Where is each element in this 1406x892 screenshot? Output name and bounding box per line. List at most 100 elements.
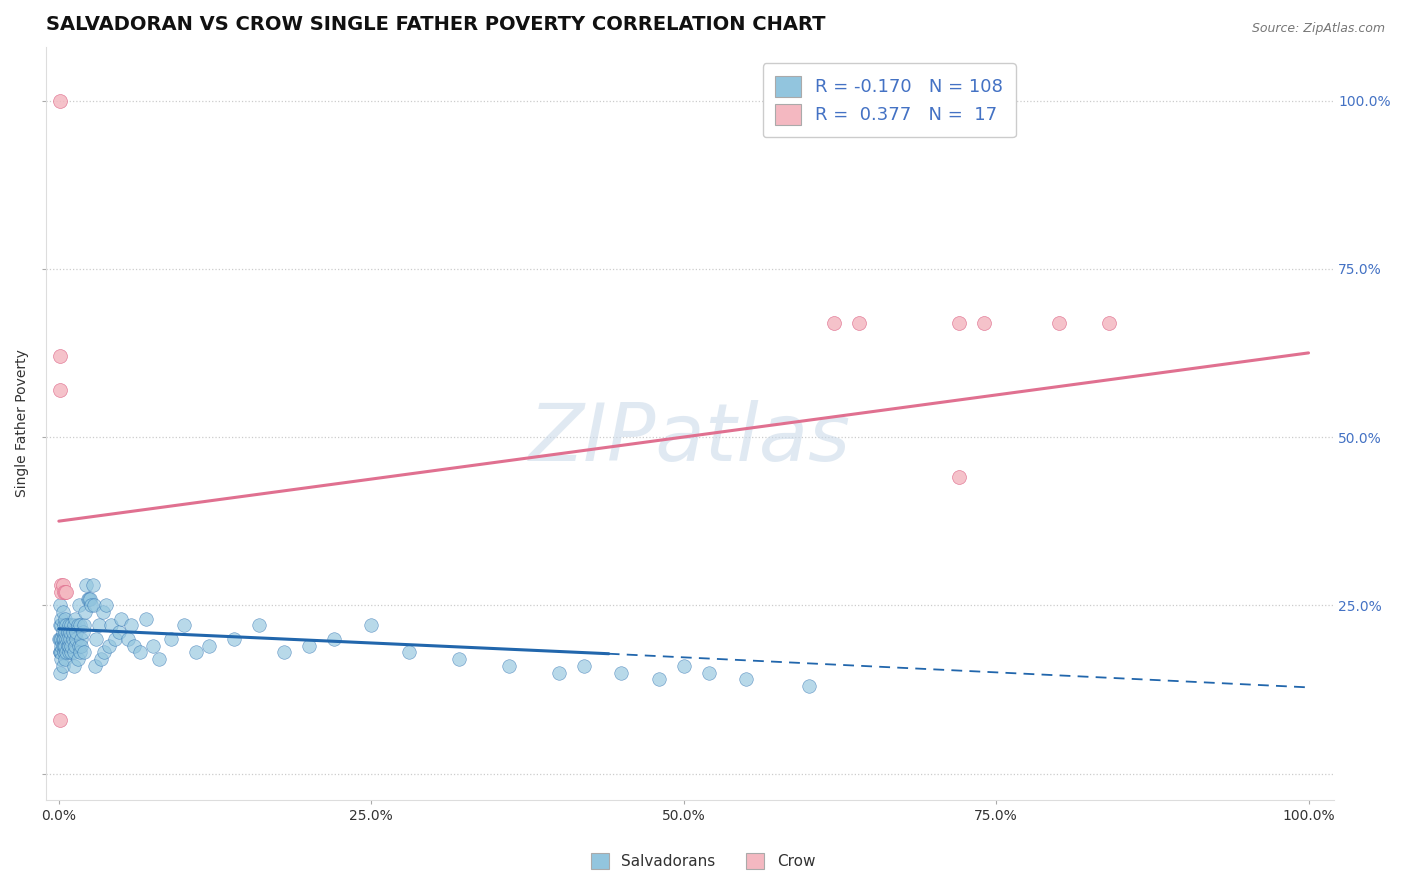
- Point: [73, 618, 96, 632]
- Point: [120, 618, 142, 632]
- Point: [247, 618, 270, 632]
- Point: [51, 652, 73, 666]
- Point: [129, 645, 152, 659]
- Point: [49, 665, 72, 680]
- Point: [823, 316, 845, 330]
- Point: [63, 639, 86, 653]
- Point: [51, 578, 73, 592]
- Point: [76, 591, 98, 606]
- Point: [55, 618, 77, 632]
- Point: [63, 658, 86, 673]
- Point: [51, 632, 73, 646]
- Point: [122, 639, 145, 653]
- Point: [49, 383, 72, 397]
- Point: [69, 618, 91, 632]
- Point: [77, 591, 100, 606]
- Point: [53, 625, 76, 640]
- Point: [108, 625, 131, 640]
- Point: [87, 618, 110, 632]
- Point: [647, 673, 669, 687]
- Point: [52, 618, 75, 632]
- Point: [53, 639, 76, 653]
- Text: SALVADORAN VS CROW SINGLE FATHER POVERTY CORRELATION CHART: SALVADORAN VS CROW SINGLE FATHER POVERTY…: [46, 15, 825, 34]
- Point: [60, 618, 83, 632]
- Text: Source: ZipAtlas.com: Source: ZipAtlas.com: [1251, 22, 1385, 36]
- Y-axis label: Single Father Poverty: Single Father Poverty: [15, 350, 30, 498]
- Point: [1097, 316, 1119, 330]
- Point: [198, 639, 221, 653]
- Point: [97, 639, 120, 653]
- Point: [447, 652, 470, 666]
- Point: [610, 665, 633, 680]
- Point: [360, 618, 382, 632]
- Point: [75, 605, 97, 619]
- Point: [60, 639, 83, 653]
- Point: [73, 645, 96, 659]
- Point: [547, 665, 569, 680]
- Point: [63, 645, 86, 659]
- Point: [160, 632, 183, 646]
- Point: [63, 612, 86, 626]
- Point: [142, 639, 165, 653]
- Point: [90, 652, 112, 666]
- Point: [63, 618, 86, 632]
- Point: [58, 618, 80, 632]
- Point: [52, 632, 75, 646]
- Point: [51, 639, 73, 653]
- Point: [62, 632, 84, 646]
- Point: [100, 618, 122, 632]
- Point: [848, 316, 870, 330]
- Point: [52, 639, 75, 653]
- Point: [82, 578, 104, 592]
- Point: [55, 645, 77, 659]
- Point: [56, 639, 79, 653]
- Point: [79, 591, 101, 606]
- Point: [498, 658, 520, 673]
- Point: [69, 645, 91, 659]
- Point: [49, 713, 72, 727]
- Point: [70, 632, 93, 646]
- Point: [49, 632, 72, 646]
- Point: [52, 645, 75, 659]
- Point: [148, 652, 170, 666]
- Point: [58, 645, 80, 659]
- Point: [52, 578, 75, 592]
- Point: [66, 618, 89, 632]
- Point: [973, 316, 995, 330]
- Point: [59, 632, 82, 646]
- Text: ZIPatlas: ZIPatlas: [529, 400, 851, 477]
- Point: [56, 632, 79, 646]
- Point: [70, 639, 93, 653]
- Point: [53, 612, 76, 626]
- Point: [75, 578, 97, 592]
- Point: [96, 599, 118, 613]
- Legend: R = -0.170   N = 108, R =  0.377   N =  17: R = -0.170 N = 108, R = 0.377 N = 17: [762, 63, 1015, 137]
- Point: [49, 349, 72, 363]
- Point: [49, 645, 72, 659]
- Point: [948, 470, 970, 484]
- Point: [51, 584, 73, 599]
- Point: [672, 658, 695, 673]
- Point: [58, 639, 80, 653]
- Point: [51, 612, 73, 626]
- Point: [48, 632, 70, 646]
- Point: [273, 645, 295, 659]
- Point: [52, 625, 75, 640]
- Point: [67, 599, 90, 613]
- Point: [948, 316, 970, 330]
- Point: [93, 645, 115, 659]
- Point: [117, 632, 139, 646]
- Point: [56, 625, 79, 640]
- Point: [65, 632, 87, 646]
- Point: [797, 679, 820, 693]
- Point: [84, 658, 107, 673]
- Point: [572, 658, 595, 673]
- Point: [49, 645, 72, 659]
- Point: [322, 632, 344, 646]
- Point: [72, 625, 94, 640]
- Point: [65, 625, 87, 640]
- Point: [173, 618, 195, 632]
- Point: [53, 652, 76, 666]
- Point: [398, 645, 420, 659]
- Point: [104, 632, 127, 646]
